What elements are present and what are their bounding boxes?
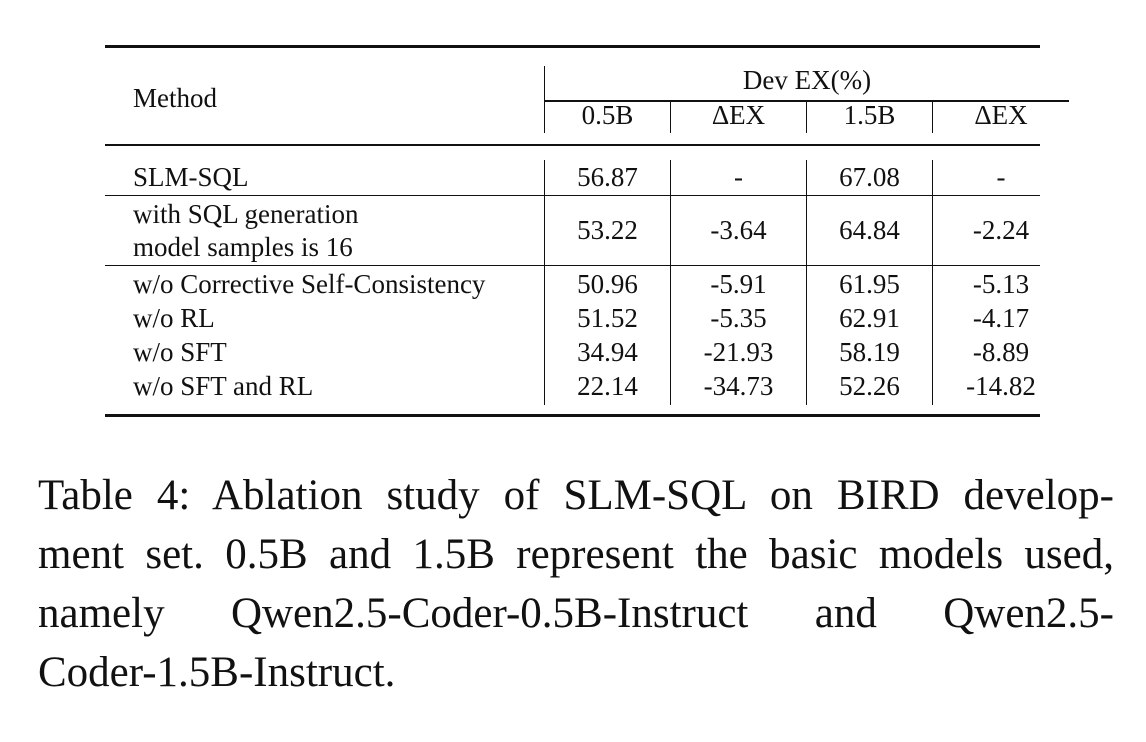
method-separator bbox=[544, 66, 545, 133]
cell-0-5b: 22.14 bbox=[577, 371, 638, 401]
cell-delta-2: -8.89 bbox=[972, 337, 1030, 367]
cell-0-5b: 34.94 bbox=[577, 337, 638, 367]
cell-0-5b: 53.22 bbox=[577, 215, 638, 245]
caption-line: ment set. 0.5B and 1.5B represent the ba… bbox=[38, 531, 1114, 578]
cell-1-5b: 62.91 bbox=[839, 303, 900, 333]
row-method: w/o SFT and RL bbox=[133, 371, 314, 401]
row-method-line-2: model samples is 16 bbox=[133, 232, 353, 262]
col-header-1-5b: 1.5B bbox=[843, 100, 896, 130]
cell-delta-1: -34.73 bbox=[703, 371, 774, 401]
cell-delta-2: -4.17 bbox=[972, 303, 1030, 333]
cell-delta-1: -5.91 bbox=[710, 269, 767, 299]
col-header-delta-2: ΔEX bbox=[974, 100, 1028, 130]
caption-line: namely Qwen2.5-Coder-0.5B-Instruct and Q… bbox=[38, 590, 1114, 637]
row-method: w/o SFT bbox=[133, 337, 227, 367]
col-separator-1-body bbox=[670, 160, 671, 405]
method-separator-body bbox=[544, 160, 545, 405]
row-rule-1 bbox=[105, 195, 1040, 196]
cell-1-5b: 61.95 bbox=[839, 269, 900, 299]
dev-ex-header: Dev EX(%) bbox=[742, 65, 872, 95]
col-separator-3 bbox=[932, 102, 933, 133]
cell-1-5b: 64.84 bbox=[839, 215, 900, 245]
col-separator-1 bbox=[670, 102, 671, 133]
header-rule bbox=[105, 144, 1040, 146]
cell-1-5b: 58.19 bbox=[839, 337, 900, 367]
caption-line: Table 4: Ablation study of SLM-SQL on BI… bbox=[38, 472, 1114, 519]
table-caption: Table 4: Ablation study of SLM-SQL on BI… bbox=[38, 466, 1114, 702]
cell-delta-1: -3.64 bbox=[710, 215, 767, 245]
cell-1-5b: 52.26 bbox=[839, 371, 900, 401]
bottom-rule bbox=[105, 414, 1040, 417]
cell-delta-2: -2.24 bbox=[972, 215, 1030, 245]
col-header-delta-1: ΔEX bbox=[711, 100, 766, 130]
cell-0-5b: 56.87 bbox=[577, 162, 638, 192]
row-method: SLM-SQL bbox=[133, 162, 249, 192]
col-header-0-5b: 0.5B bbox=[581, 100, 634, 130]
cell-delta-2: -5.13 bbox=[972, 269, 1030, 299]
group-underline bbox=[545, 100, 1069, 102]
cell-0-5b: 50.96 bbox=[577, 269, 638, 299]
cell-delta-2: -14.82 bbox=[966, 371, 1036, 401]
cell-0-5b: 51.52 bbox=[577, 303, 638, 333]
col-separator-2 bbox=[806, 102, 807, 133]
caption-line: Coder-1.5B-Instruct. bbox=[38, 649, 396, 696]
row-method: w/o Corrective Self-Consistency bbox=[133, 269, 486, 299]
cell-delta-1: - bbox=[734, 162, 743, 192]
row-method: with SQL generation bbox=[133, 199, 359, 229]
col-separator-2-body bbox=[806, 160, 807, 405]
col-separator-3-body bbox=[932, 160, 933, 405]
row-method: w/o RL bbox=[133, 303, 215, 333]
cell-delta-1: -5.35 bbox=[710, 303, 767, 333]
row-rule-2 bbox=[105, 265, 1040, 266]
top-rule bbox=[105, 45, 1040, 48]
cell-delta-2: - bbox=[996, 162, 1006, 192]
method-header: Method bbox=[133, 83, 217, 113]
cell-delta-1: -21.93 bbox=[703, 337, 774, 367]
cell-1-5b: 67.08 bbox=[839, 162, 900, 192]
